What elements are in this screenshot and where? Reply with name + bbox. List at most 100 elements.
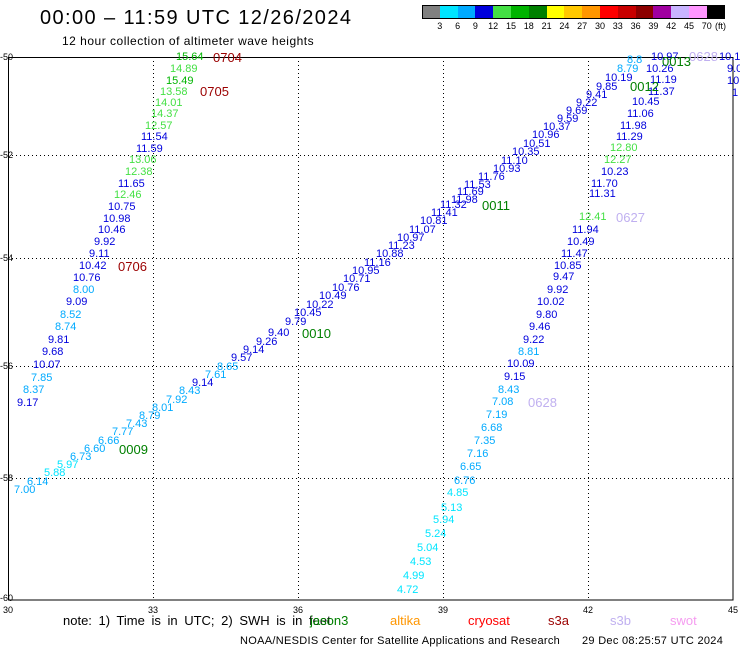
wave-height-label: 10.76 [73, 272, 101, 284]
colorbar-tick-label: 24 [559, 21, 570, 31]
wave-height-label: 9.69 [566, 105, 588, 117]
wave-height-label: 10.09 [507, 358, 535, 370]
wave-height-label: 10.37 [543, 121, 571, 133]
wave-height-label: 8.81 [518, 346, 540, 358]
wave-height-label: 6.66 [98, 435, 120, 447]
pass-time-label: 0628 [528, 395, 557, 410]
wave-height-label: 9.57 [231, 352, 253, 364]
longitude-label: 36 [292, 605, 304, 615]
longitude-label: 42 [582, 605, 594, 615]
longitude-label: 33 [147, 605, 159, 615]
wave-height-label: 7.19 [486, 409, 508, 421]
wave-height-label: 8.37 [23, 384, 45, 396]
wave-height-label: 5.97 [57, 459, 79, 471]
colorbar-tick-label: 21 [541, 21, 552, 31]
map-subtitle: 12 hour collection of altimeter wave hei… [62, 34, 315, 48]
wave-height-label: 5.13 [441, 502, 463, 514]
wave-height-label: 8.79 [139, 410, 161, 422]
wave-height-label: 11.94 [572, 224, 599, 236]
wave-height-label: 10.75 [108, 201, 136, 213]
wave-height-label: 14.01 [155, 97, 183, 109]
wave-height-label: 11.16 [364, 257, 391, 269]
wave-height-label: 9.81 [48, 334, 70, 346]
latitude-label: -54 [0, 253, 14, 263]
wave-height-label: 8.79 [617, 63, 639, 75]
colorbar-swatch [600, 5, 619, 19]
wave-height-label: 9.15 [504, 371, 526, 383]
wave-height-label: 8.52 [60, 309, 82, 321]
wave-height-label: 11.65 [118, 178, 145, 190]
latitude-label: -52 [0, 150, 14, 160]
wave-height-label: 13.58 [160, 86, 188, 98]
wave-height-label: 10.35 [512, 146, 540, 158]
wave-height-label: 10.49 [567, 236, 595, 248]
wave-height-label: 5.88 [44, 467, 66, 479]
colorbar-swatch [689, 5, 708, 19]
latitude-label: -60 [0, 593, 14, 603]
wave-height-label: 12.41 [579, 211, 607, 223]
wave-height-label: 7.35 [474, 435, 496, 447]
colorbar-swatch [457, 5, 476, 19]
wave-height-label: 9.11 [89, 248, 110, 260]
colorbar-tick-label: 27 [577, 21, 588, 31]
wave-height-label-clipped: 1 [732, 87, 739, 99]
wave-height-label: 11.29 [616, 131, 643, 143]
pass-time-label: 0628 [689, 49, 718, 64]
wave-height-label: 7.92 [166, 394, 188, 406]
map-frame [8, 57, 734, 601]
wave-height-label: 7.16 [467, 448, 489, 460]
wave-height-label: 11.23 [388, 240, 415, 252]
wave-height-label-clipped: 9.0 [727, 63, 740, 75]
wave-height-label: 4.99 [403, 570, 425, 582]
wave-height-label: 10.07 [33, 359, 61, 371]
wave-height-label: 9.41 [586, 89, 608, 101]
wave-height-label: 4.53 [410, 556, 432, 568]
pass-time-label: 0706 [118, 259, 147, 274]
map-title: 00:00 – 11:59 UTC 12/26/2024 [40, 7, 353, 29]
wave-height-label: 10.26 [646, 63, 674, 75]
wave-height-label: 10.19 [605, 72, 633, 84]
wave-height-label: 9.79 [285, 316, 307, 328]
colorbar-swatch [422, 5, 441, 19]
colorbar-tick-label: 9 [472, 21, 478, 31]
wave-height-label: 11.32 [440, 199, 467, 211]
wave-height-label: 10.93 [493, 163, 521, 175]
wave-height-label: 5.04 [417, 542, 439, 554]
wave-height-label: 12.57 [145, 120, 173, 132]
wave-height-label: 5.24 [425, 528, 447, 540]
wave-height-label: 10.95 [352, 265, 380, 277]
wave-height-label: 5.94 [433, 514, 455, 526]
credit-line: NOAA/NESDIS Center for Satellite Applica… [240, 635, 561, 647]
wave-height-label: 8.43 [179, 385, 201, 397]
wave-height-label: 9.14 [243, 344, 265, 356]
colorbar-tick-label: 70 [701, 21, 712, 31]
colorbar-tick-label: 30 [594, 21, 606, 31]
colorbar-swatch [671, 5, 690, 19]
pass-time-label: 0010 [302, 326, 331, 341]
wave-height-label: 10.97 [651, 51, 679, 63]
wave-height-label: 11.53 [464, 179, 491, 191]
longitude-label: 39 [437, 605, 449, 615]
wave-height-label: 11.10 [501, 155, 528, 167]
wave-height-label: 7.77 [112, 426, 134, 438]
wave-height-label: 11.98 [451, 194, 478, 206]
wave-height-label: 11.37 [648, 86, 675, 98]
satellite-legend-swot: swot [670, 613, 697, 628]
wave-height-label: 15.64 [176, 51, 204, 63]
wave-height-label: 10.76 [332, 282, 360, 294]
wave-height-label: 11.06 [627, 108, 654, 120]
longitude-label: 30 [2, 605, 14, 615]
wave-height-label: 12.38 [125, 166, 153, 178]
satellite-legend-s3a: s3a [548, 613, 569, 628]
pass-time-label: 0012 [630, 79, 659, 94]
generated-timestamp: 29 Dec 08:25:57 UTC 2024 [582, 635, 724, 647]
wave-height-label: 10.49 [319, 290, 347, 302]
wave-height-label: 6.14 [27, 476, 49, 488]
wave-height-label: 10.45 [294, 307, 322, 319]
wave-height-label: 12.80 [610, 142, 638, 154]
colorbar-swatch [511, 5, 530, 19]
wave-height-label: 9.46 [529, 321, 551, 333]
colorbar-tick-label: 6 [455, 21, 461, 31]
wave-height-label: 13.06 [129, 154, 157, 166]
